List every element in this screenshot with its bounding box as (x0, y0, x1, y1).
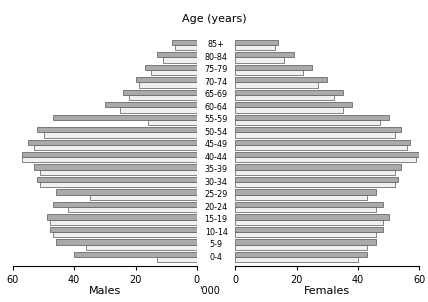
Text: 35-39: 35-39 (205, 165, 228, 174)
Bar (136, 77, 197, 82)
Text: 50-54: 50-54 (205, 128, 228, 137)
Bar (235, 202, 383, 207)
Bar (235, 177, 398, 182)
Bar (235, 207, 377, 212)
Bar (235, 257, 358, 262)
Text: 40-44: 40-44 (205, 153, 228, 162)
X-axis label: Females: Females (304, 286, 351, 296)
Bar (145, 65, 197, 70)
Bar (148, 120, 197, 125)
Bar (175, 45, 197, 50)
Bar (68, 207, 197, 212)
Text: 65-69: 65-69 (205, 90, 228, 99)
Bar (50, 220, 197, 225)
Bar (235, 145, 407, 150)
Bar (157, 257, 197, 262)
Bar (34, 145, 197, 150)
Bar (235, 220, 383, 225)
Bar (235, 40, 278, 45)
Bar (139, 82, 197, 88)
Bar (235, 170, 395, 175)
Bar (235, 132, 395, 137)
Bar (53, 202, 197, 207)
Bar (105, 102, 197, 107)
Bar (235, 245, 367, 250)
Bar (163, 57, 197, 63)
Bar (235, 52, 294, 57)
Bar (235, 102, 352, 107)
Bar (56, 239, 197, 245)
Bar (28, 140, 197, 145)
Bar (157, 52, 197, 57)
Bar (235, 82, 318, 88)
Bar (129, 95, 197, 100)
Bar (40, 170, 197, 175)
Bar (235, 90, 343, 95)
Bar (22, 157, 197, 162)
Bar (53, 232, 197, 237)
Bar (235, 165, 401, 170)
Bar (74, 252, 197, 257)
Bar (44, 132, 197, 137)
Text: Age (years): Age (years) (182, 14, 246, 24)
Bar (151, 70, 197, 75)
Bar (56, 189, 197, 195)
Bar (235, 239, 377, 245)
Bar (235, 95, 333, 100)
Text: 20-24: 20-24 (205, 203, 228, 212)
Bar (34, 165, 197, 170)
Text: 55-59: 55-59 (205, 115, 228, 124)
Bar (235, 140, 410, 145)
Text: '000: '000 (199, 286, 220, 296)
Bar (40, 182, 197, 188)
Bar (22, 152, 197, 157)
Bar (235, 77, 327, 82)
Text: 5-9: 5-9 (210, 240, 223, 249)
Bar (123, 90, 197, 95)
Bar (86, 245, 197, 250)
Text: 80-84: 80-84 (205, 53, 228, 62)
Bar (235, 189, 377, 195)
Text: 70-74: 70-74 (205, 78, 228, 87)
Text: 60-64: 60-64 (205, 103, 228, 112)
Bar (235, 227, 383, 232)
Bar (235, 157, 416, 162)
Bar (235, 114, 389, 120)
X-axis label: Males: Males (89, 286, 121, 296)
Bar (89, 195, 197, 200)
Text: 30-34: 30-34 (205, 178, 228, 187)
Bar (235, 214, 389, 220)
Bar (53, 114, 197, 120)
Bar (235, 152, 419, 157)
Bar (235, 127, 401, 132)
Text: 85+: 85+ (208, 40, 225, 50)
Text: 75-79: 75-79 (205, 66, 228, 74)
Bar (235, 45, 275, 50)
Bar (235, 57, 285, 63)
Bar (235, 182, 395, 188)
Bar (172, 40, 197, 45)
Bar (235, 195, 367, 200)
Bar (37, 127, 197, 132)
Text: 10-14: 10-14 (205, 228, 228, 236)
Bar (37, 177, 197, 182)
Bar (235, 252, 367, 257)
Text: 25-29: 25-29 (205, 190, 228, 199)
Text: 15-19: 15-19 (205, 215, 228, 224)
Bar (235, 70, 303, 75)
Bar (235, 65, 312, 70)
Bar (120, 107, 197, 113)
Bar (235, 232, 377, 237)
Bar (235, 107, 343, 113)
Bar (50, 227, 197, 232)
Bar (235, 120, 380, 125)
Text: 0-4: 0-4 (210, 252, 223, 262)
Bar (47, 214, 197, 220)
Text: 45-49: 45-49 (205, 140, 228, 149)
